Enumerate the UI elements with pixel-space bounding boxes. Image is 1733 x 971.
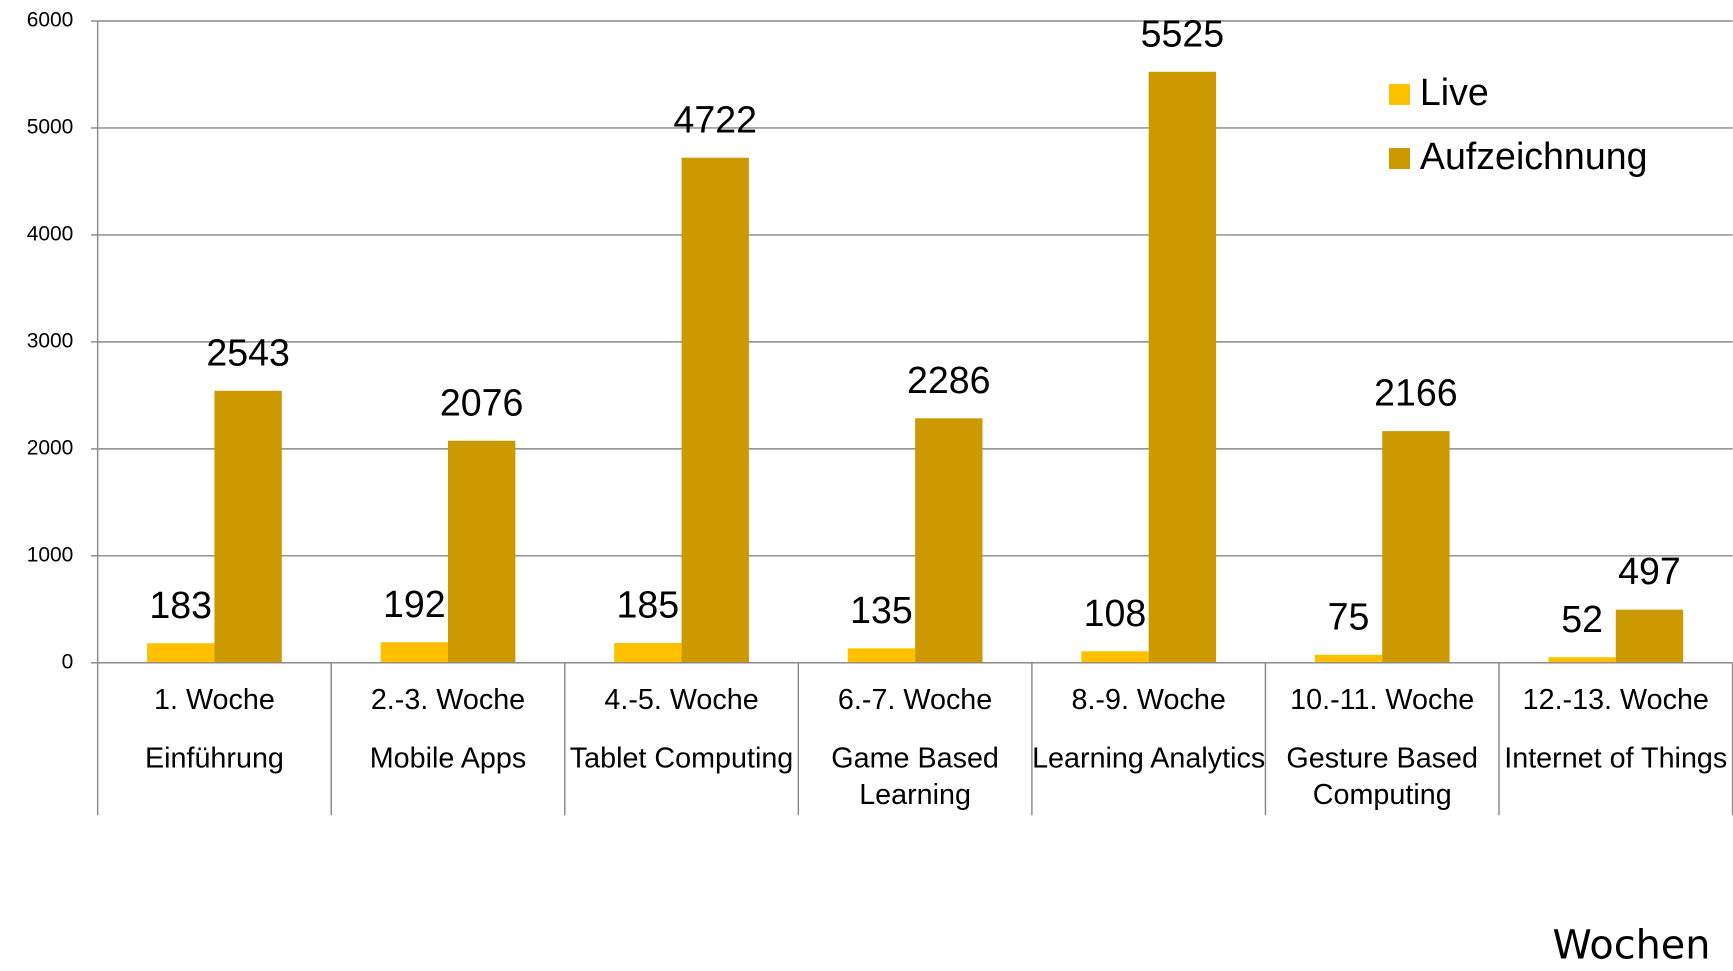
x-subcategory-label: Game Based Learning <box>831 741 999 811</box>
bar <box>681 157 749 663</box>
x-tick-label: 4.-5. Woche <box>604 682 759 716</box>
bar <box>614 643 682 663</box>
x-tick-label-box: 6.-7. Woche <box>837 682 993 716</box>
bar <box>1148 71 1217 663</box>
data-label: 2076 <box>440 381 524 423</box>
bar <box>1314 654 1383 663</box>
bar <box>447 440 516 663</box>
x-tick-label: 2.-3. Woche <box>370 682 526 716</box>
x-tick-label: 12.-13. Woche <box>1522 682 1709 716</box>
x-tick-label-box: 2.-3. Woche <box>370 682 526 716</box>
data-label: 135 <box>850 589 913 631</box>
bar <box>147 643 215 663</box>
bar <box>847 648 916 663</box>
x-tick-label-box: 1. Woche <box>154 682 275 716</box>
y-tick-label: 2000 <box>27 436 74 459</box>
y-tick-label: 6000 <box>27 9 74 32</box>
bar <box>214 390 282 663</box>
data-label: 2543 <box>206 331 290 373</box>
y-tick-label: 0 <box>62 650 74 673</box>
x-tick-label-box: 10.-11. Woche <box>1290 682 1475 716</box>
data-label: 185 <box>617 584 680 626</box>
x-subcategory-label-box: Internet of Things <box>1504 741 1728 775</box>
y-tick-label: 5000 <box>27 116 74 139</box>
x-tick-label-box: 8.-9. Woche <box>1071 682 1226 716</box>
x-subcategory-label: Einführung <box>144 741 284 775</box>
x-subcategory-label-box: Learning Analytics <box>1032 741 1266 775</box>
legend-swatch <box>1389 148 1410 170</box>
data-label: 5525 <box>1141 12 1225 54</box>
bar <box>1382 431 1450 663</box>
x-tick-label: 8.-9. Woche <box>1071 682 1226 716</box>
legend-label: Aufzeichnung <box>1420 135 1648 177</box>
data-label: 4722 <box>673 98 757 140</box>
x-tick-label: 1. Woche <box>154 682 275 716</box>
data-label: 2286 <box>907 359 991 401</box>
x-subcategory-label: Tablet Computing <box>569 741 794 775</box>
x-subcategory-label-box: Mobile Apps <box>369 741 527 775</box>
x-subcategory-label: Learning Analytics <box>1032 741 1266 775</box>
data-label: 108 <box>1084 592 1147 634</box>
x-subcategory-label-box: Einführung <box>144 741 284 775</box>
data-label: 183 <box>149 584 212 626</box>
data-label: 497 <box>1618 550 1681 592</box>
legend-label: Live <box>1420 71 1489 113</box>
bar <box>1081 651 1149 663</box>
y-tick-label: 4000 <box>27 222 74 245</box>
bar <box>915 418 983 663</box>
x-axis-title: Wochen <box>1552 922 1710 968</box>
bar <box>1615 609 1684 663</box>
legend-swatch <box>1389 83 1410 105</box>
data-label: 192 <box>383 583 446 625</box>
x-tick-label: 6.-7. Woche <box>837 682 993 716</box>
data-label: 75 <box>1328 595 1370 637</box>
x-subcategory-label: Mobile Apps <box>369 741 527 775</box>
data-label: 52 <box>1561 598 1603 640</box>
bar <box>380 642 448 663</box>
data-label: 2166 <box>1374 372 1458 414</box>
x-subcategory-label: Internet of Things <box>1504 741 1728 775</box>
x-tick-label-box: 12.-13. Woche <box>1522 682 1709 716</box>
x-subcategory-label-box: Gesture Based Computing <box>1286 741 1479 811</box>
y-tick-label: 3000 <box>27 329 74 352</box>
bar <box>1548 657 1616 663</box>
y-tick-label: 1000 <box>27 543 74 566</box>
x-subcategory-label: Gesture Based Computing <box>1286 741 1479 811</box>
x-subcategory-label-box: Game Based Learning <box>831 741 999 811</box>
x-tick-label: 10.-11. Woche <box>1290 682 1475 716</box>
x-subcategory-label-box: Tablet Computing <box>569 741 794 775</box>
x-tick-label-box: 4.-5. Woche <box>604 682 759 716</box>
